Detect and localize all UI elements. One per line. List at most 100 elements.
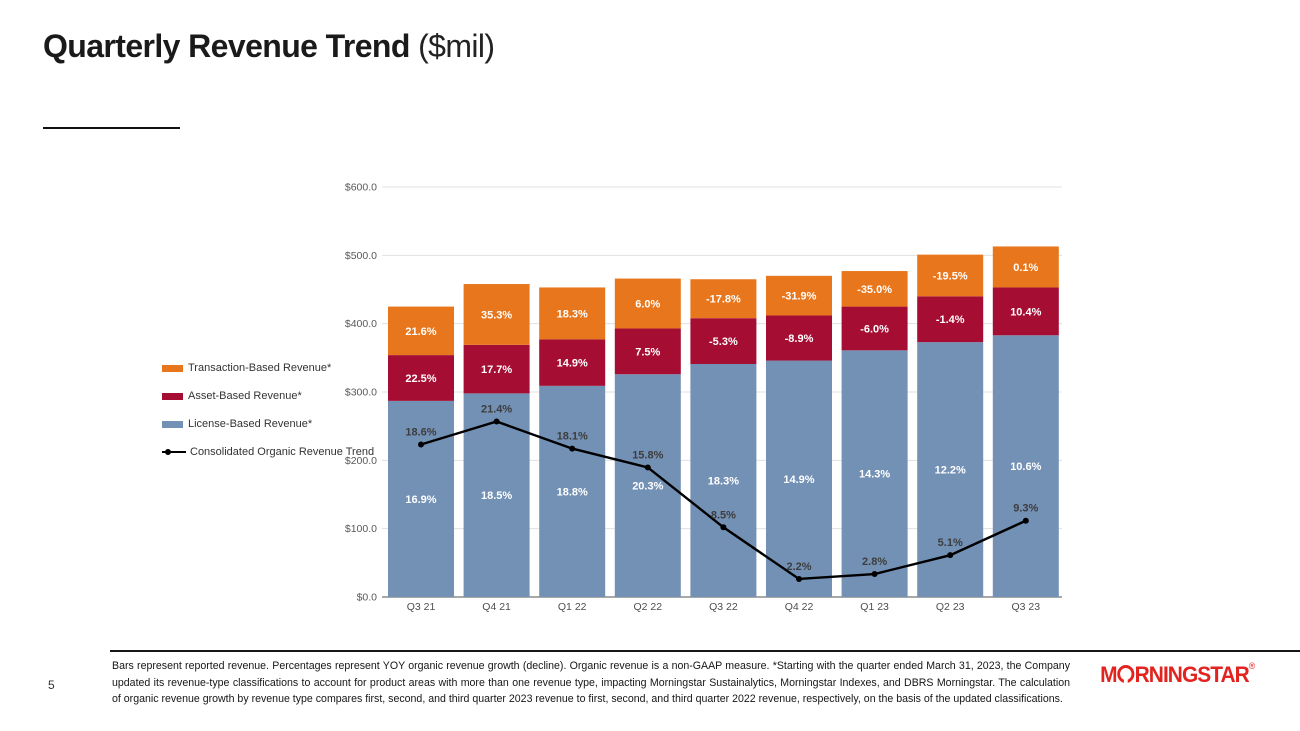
segment-growth-label: -35.0% bbox=[857, 284, 892, 296]
bar-segment bbox=[388, 400, 454, 597]
legend-label: Transaction-Based Revenue* bbox=[188, 362, 332, 374]
x-axis-label: Q1 23 bbox=[860, 601, 889, 613]
bar-segment bbox=[463, 344, 530, 394]
logo-text-post: RNINGSTAR bbox=[1134, 662, 1250, 687]
legend-label: Asset-Based Revenue* bbox=[188, 390, 302, 402]
logo-ring-icon bbox=[1116, 665, 1135, 683]
trend-point bbox=[644, 464, 651, 471]
bar-segment bbox=[463, 284, 530, 345]
segment-growth-label: 18.8% bbox=[557, 486, 588, 498]
bar-segment bbox=[992, 246, 1059, 288]
segment-growth-label: 12.2% bbox=[935, 465, 966, 477]
trend-point-label: 18.6% bbox=[405, 426, 436, 438]
x-axis-label: Q4 22 bbox=[785, 601, 814, 613]
trend-point-label: 2.2% bbox=[786, 561, 811, 573]
page-title: Quarterly Revenue Trend ($mil) bbox=[43, 28, 495, 65]
y-tick-label: $200.0 bbox=[345, 455, 377, 467]
legend-item-organic-trend: Consolidated Organic Revenue Trend bbox=[162, 446, 374, 458]
segment-growth-label: 10.6% bbox=[1010, 461, 1041, 473]
segment-growth-label: -17.8% bbox=[706, 294, 741, 306]
trend-point bbox=[569, 445, 576, 452]
y-tick-label: $0.0 bbox=[357, 592, 378, 604]
y-tick-label: $400.0 bbox=[345, 318, 377, 330]
bar-segment bbox=[388, 355, 454, 401]
bar-segment bbox=[841, 350, 908, 597]
footer-divider bbox=[110, 650, 1300, 652]
trend-point-label: 9.3% bbox=[1013, 503, 1038, 515]
segment-growth-label: 10.4% bbox=[1010, 306, 1041, 318]
segment-growth-label: 21.6% bbox=[405, 326, 436, 338]
segment-growth-label: -31.9% bbox=[782, 291, 817, 303]
x-axis-label: Q1 22 bbox=[558, 601, 587, 613]
transaction-swatch-icon bbox=[162, 364, 183, 372]
trend-point bbox=[720, 524, 727, 531]
bar-segment bbox=[917, 296, 984, 343]
trend-line-marker-icon bbox=[162, 449, 186, 455]
logo-text-pre: M bbox=[1100, 662, 1117, 687]
revenue-chart-svg: $0.0 $100.0 $200.0 $300.0 $400.0 $500.0 $600.0… bbox=[345, 182, 1062, 613]
bar-segment bbox=[917, 254, 984, 297]
bar-segment bbox=[841, 306, 908, 351]
bar-segment bbox=[992, 287, 1059, 336]
bar-segment bbox=[841, 271, 908, 307]
bar-segment bbox=[766, 360, 832, 597]
segment-growth-label: 18.3% bbox=[557, 308, 588, 320]
x-axis-label: Q3 21 bbox=[407, 601, 436, 613]
legend-item-asset: Asset-Based Revenue* bbox=[162, 390, 374, 402]
legend-label: Consolidated Organic Revenue Trend bbox=[190, 446, 375, 458]
license-swatch-icon bbox=[162, 420, 183, 428]
segment-growth-label: 7.5% bbox=[635, 346, 660, 358]
segment-growth-label: -5.3% bbox=[709, 336, 738, 348]
y-tick-label: $300.0 bbox=[345, 387, 377, 399]
segment-growth-label: 35.3% bbox=[481, 309, 512, 321]
segment-growth-label: 14.9% bbox=[557, 358, 588, 370]
segment-growth-label: 17.7% bbox=[481, 364, 512, 376]
legend-item-license: License-Based Revenue* bbox=[162, 418, 374, 430]
title-underline bbox=[43, 127, 180, 129]
segment-growth-label: -6.0% bbox=[860, 323, 889, 335]
bar-segment bbox=[690, 318, 757, 364]
x-axis-label: Q3 22 bbox=[709, 601, 738, 613]
bar-segment bbox=[690, 279, 757, 319]
x-axis-label: Q4 21 bbox=[482, 601, 511, 613]
segment-growth-label: -19.5% bbox=[933, 270, 968, 282]
trend-point-label: 21.4% bbox=[481, 404, 512, 416]
trend-point-label: 8.5% bbox=[711, 509, 736, 521]
segment-growth-label: 20.3% bbox=[632, 481, 663, 493]
legend-item-transaction: Transaction-Based Revenue* bbox=[162, 362, 374, 374]
trend-point-label: 5.1% bbox=[938, 537, 963, 549]
bar-segment bbox=[766, 315, 832, 361]
revenue-chart: $0.0 $100.0 $200.0 $300.0 $400.0 $500.0 $600.0… bbox=[330, 160, 1070, 640]
segment-growth-label: 14.9% bbox=[783, 474, 814, 486]
segment-growth-label: 18.5% bbox=[481, 490, 512, 502]
asset-swatch-icon bbox=[162, 392, 183, 400]
trend-point bbox=[493, 418, 500, 425]
trend-point-label: 15.8% bbox=[632, 449, 663, 461]
morningstar-logo: M RNINGSTAR® bbox=[1100, 661, 1255, 688]
segment-growth-label: 22.5% bbox=[405, 373, 436, 385]
segment-growth-label: -8.9% bbox=[785, 333, 814, 345]
y-tick-label: $100.0 bbox=[345, 523, 377, 535]
x-axis-label: Q2 23 bbox=[936, 601, 965, 613]
trend-point-label: 18.1% bbox=[557, 431, 588, 443]
legend-label: License-Based Revenue* bbox=[188, 418, 313, 430]
segment-growth-label: 16.9% bbox=[405, 494, 436, 506]
registered-mark: ® bbox=[1248, 661, 1255, 671]
page-title-units: ($mil) bbox=[409, 28, 495, 64]
segment-growth-label: 6.0% bbox=[635, 299, 660, 311]
trend-point bbox=[1022, 517, 1029, 524]
y-tick-label: $500.0 bbox=[345, 250, 377, 262]
segment-growth-label: 14.3% bbox=[859, 469, 890, 481]
segment-growth-label: 18.3% bbox=[708, 475, 739, 487]
bar-segment bbox=[766, 275, 832, 316]
trend-point-label: 2.8% bbox=[862, 556, 887, 568]
x-axis-label: Q3 23 bbox=[1011, 601, 1040, 613]
footnote-text: Bars represent reported revenue. Percent… bbox=[112, 660, 1070, 706]
segment-growth-label: -1.4% bbox=[936, 314, 965, 326]
bar-segment bbox=[388, 306, 454, 356]
bar-segment bbox=[539, 339, 606, 386]
bar-segment bbox=[614, 328, 681, 375]
trend-point bbox=[871, 571, 878, 578]
bar-segment bbox=[539, 287, 606, 340]
